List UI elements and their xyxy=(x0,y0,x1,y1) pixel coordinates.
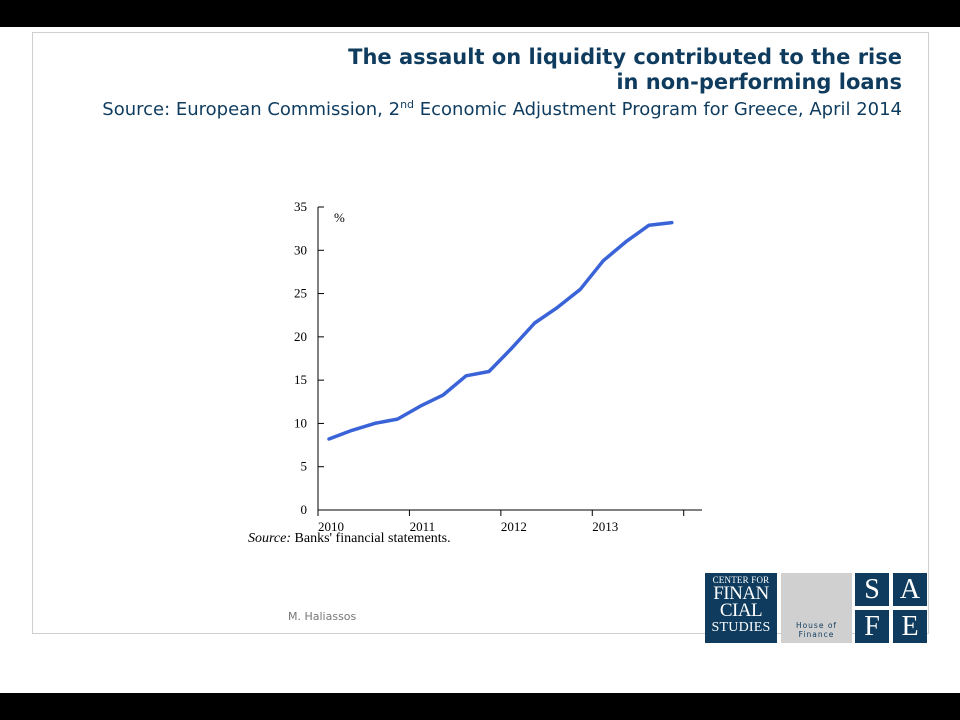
safe-letter-f: F xyxy=(855,610,889,643)
y-tick-label: 10 xyxy=(294,415,307,430)
title-line-1: The assault on liquidity contributed to … xyxy=(348,45,902,69)
y-tick-label: 35 xyxy=(294,199,307,214)
title-line-2: in non-performing loans xyxy=(616,70,902,94)
house-of-finance-logo: House of Finance xyxy=(781,573,852,643)
content-frame xyxy=(32,32,929,634)
cfs-logo-line-2: FINAN xyxy=(713,583,769,604)
y-tick-label: 0 xyxy=(301,502,308,517)
source-note-label: Source: xyxy=(248,531,292,546)
subtitle-text-2: Economic Adjustment Program for Greece, … xyxy=(414,99,902,120)
safe-letter-s: S xyxy=(855,573,889,606)
series-group xyxy=(327,220,674,441)
x-tick-label: 2010 xyxy=(318,519,344,534)
cfs-logo: CENTER FOR FINAN CIAL STUDIES xyxy=(705,573,777,643)
safe-letter-a: A xyxy=(893,573,927,606)
x-ticks: 2010 2011 2012 2013 xyxy=(317,510,685,534)
y-tick-label: 30 xyxy=(294,242,307,257)
source-note-text: Banks' financial statements. xyxy=(291,531,451,546)
y-tick-label: 25 xyxy=(294,286,307,301)
y-ticks: 0 5 10 15 20 25 30 35 xyxy=(294,199,324,517)
hof-line-1: House of xyxy=(795,621,838,630)
slide-subtitle: Source: European Commission, 2nd Economi… xyxy=(62,98,902,121)
cfs-logo-line-1: CENTER FOR xyxy=(712,575,770,585)
y-tick-label: 15 xyxy=(294,372,307,387)
x-tick-label: 2012 xyxy=(501,519,527,534)
y-tick-label: 20 xyxy=(294,329,307,344)
unit-label: % xyxy=(334,210,345,225)
safe-logo: S A F E xyxy=(855,573,927,643)
x-tick-label: 2013 xyxy=(592,519,618,534)
y-tick-label: 5 xyxy=(301,459,308,474)
cfs-logo-line-4: STUDIES xyxy=(711,620,771,635)
slide-title: The assault on liquidity contributed to … xyxy=(142,45,902,95)
x-tick-label: 2011 xyxy=(410,519,436,534)
safe-letter-e: E xyxy=(893,610,927,643)
npl-series-line xyxy=(327,220,674,441)
subtitle-superscript: nd xyxy=(400,98,415,111)
subtitle-text-1: Source: European Commission, 2 xyxy=(102,99,401,120)
chart-source-note: Source: Banks' financial statements. xyxy=(248,531,451,547)
author-footer: M. Haliassos xyxy=(288,610,357,623)
hof-line-2: Finance xyxy=(798,630,835,639)
cfs-logo-line-3: CIAL xyxy=(719,600,763,621)
